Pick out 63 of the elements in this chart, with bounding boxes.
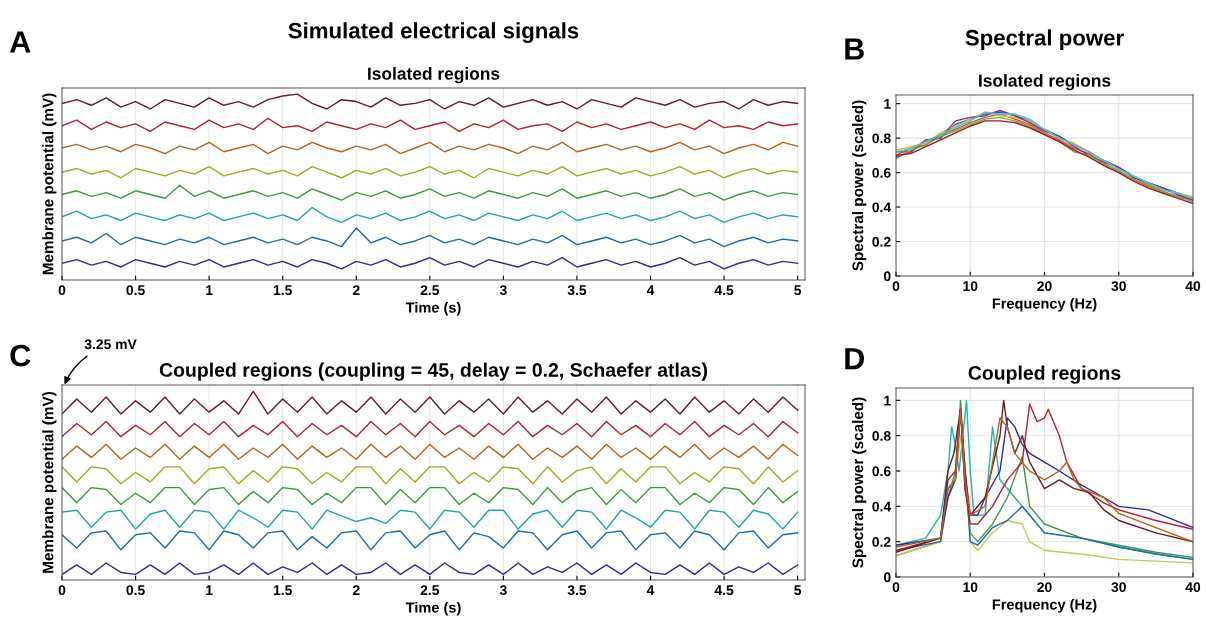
y-tick-label: 0.2 (872, 537, 891, 547)
x-tick-label: 0 (892, 281, 900, 292)
chart-title: Coupled regions (968, 365, 1121, 384)
x-tick-label: 1.5 (273, 585, 292, 596)
x-tick-label: 10 (963, 582, 978, 593)
y-tick-label: 0.6 (872, 466, 891, 477)
x-tick-label: 0.5 (126, 585, 145, 596)
text: 3.25 mV (84, 339, 137, 350)
chart-subtitle: Isolated regions (979, 74, 1111, 91)
x-tick-label: 3 (499, 585, 507, 596)
y-axis-title: Membrane potential (mV) (42, 392, 57, 573)
x-tick-label: 0 (58, 285, 66, 296)
x-tick-label: 1 (206, 585, 213, 595)
x-tick-label: 1.5 (273, 285, 292, 296)
x-tick-label: 4.5 (714, 285, 734, 296)
x-tick-label: 3.5 (567, 285, 587, 296)
x-tick-label: 30 (1111, 582, 1126, 593)
x-tick-label: 0.5 (126, 285, 145, 296)
y-tick-label: 1 (884, 99, 891, 109)
text: A (9, 31, 31, 53)
x-tick-label: 2 (352, 585, 360, 595)
x-axis-title: Time (s) (405, 301, 461, 316)
x-tick-label: 30 (1111, 281, 1126, 292)
y-tick-label: 0.4 (872, 202, 892, 213)
y-axis-title: Spectral power (scaled) (852, 100, 867, 271)
x-tick-label: 3 (499, 285, 507, 296)
text: B (845, 38, 864, 60)
x-tick-label: 4 (646, 285, 655, 295)
x-tick-label: 4 (646, 585, 655, 595)
y-tick-label: 0 (883, 572, 891, 583)
x-tick-label: 0 (892, 582, 900, 593)
y-axis-title: Membrane potential (mV) (42, 93, 57, 275)
y-tick-label: 0.8 (872, 133, 891, 144)
y-tick-label: 0.2 (872, 236, 891, 247)
y-tick-label: 0 (883, 271, 891, 282)
y-tick-label: 1 (884, 395, 891, 406)
x-tick-label: 2 (352, 285, 360, 295)
y-tick-label: 0.6 (872, 167, 891, 178)
chart-title: Spectral power (965, 29, 1124, 50)
y-axis-title: Spectral power (scaled) (852, 397, 867, 568)
x-tick-label: 3.5 (567, 585, 587, 596)
text: D (845, 348, 864, 370)
y-tick-label: 0.8 (872, 431, 891, 441)
chart-title: Simulated electrical signals (288, 22, 579, 43)
x-tick-label: 0 (58, 585, 66, 596)
x-tick-label: 5 (794, 285, 802, 296)
x-axis-title: Time (s) (405, 601, 461, 616)
x-tick-label: 20 (1037, 582, 1052, 593)
y-tick-label: 0.4 (872, 501, 892, 512)
x-tick-label: 2.5 (420, 285, 440, 296)
x-tick-label: 10 (963, 281, 978, 292)
x-tick-label: 5 (794, 585, 802, 596)
x-tick-label: 2.5 (420, 585, 440, 596)
x-axis-title: Frequency (Hz) (992, 598, 1097, 613)
x-tick-label: 40 (1185, 582, 1201, 593)
chart-subtitle: Isolated regions (368, 67, 500, 84)
x-axis-title: Frequency (Hz) (992, 297, 1097, 312)
chart-title: Coupled regions (coupling = 45, delay = 0.2, Schaefer atlas) (159, 362, 708, 381)
x-tick-label: 1 (206, 285, 213, 295)
text: C (10, 344, 31, 367)
x-tick-label: 40 (1185, 281, 1201, 292)
x-tick-label: 20 (1037, 281, 1052, 292)
x-tick-label: 4.5 (714, 585, 734, 596)
